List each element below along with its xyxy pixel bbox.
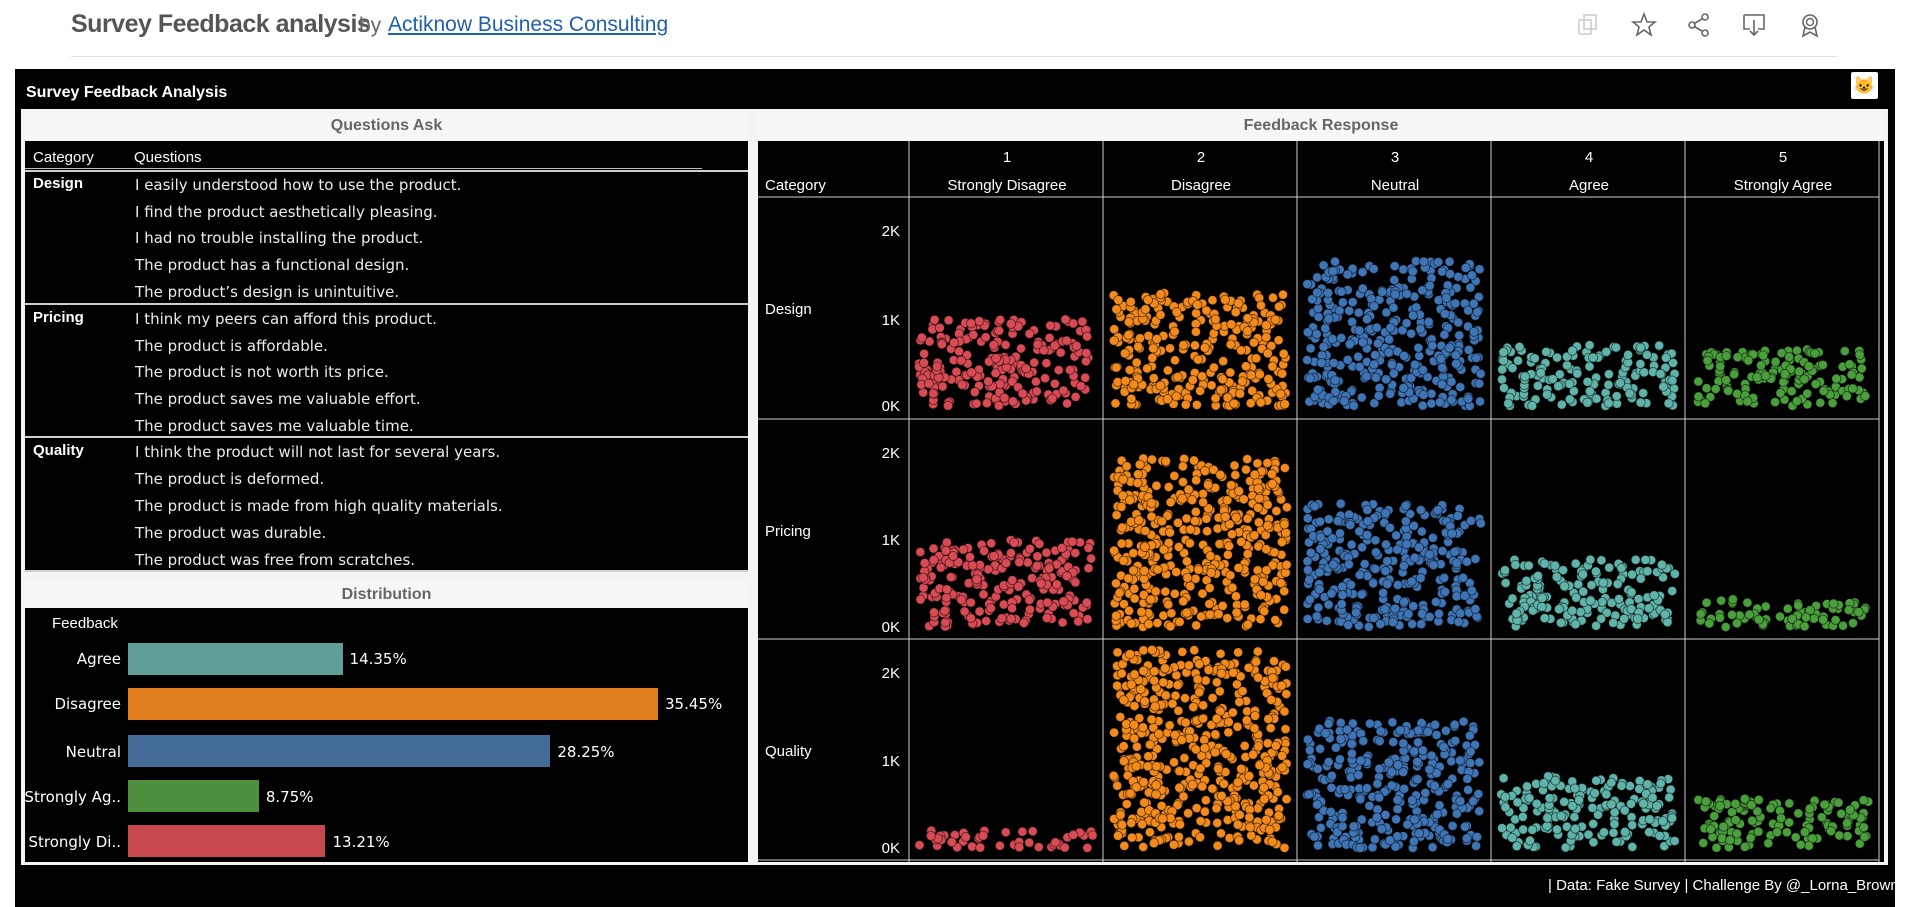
group-separator [25,436,748,438]
y-tick: 1K [881,312,900,329]
question-item: The product saves me valuable effort. [135,390,421,408]
group-separator [25,570,748,572]
question-item: I had no trouble installing the product. [135,229,424,247]
distribution-panel-title: Distribution [25,582,748,608]
share-icon[interactable] [1686,12,1712,38]
feedback-row-header: Category [765,177,826,194]
question-item: I think my peers can afford this product… [135,310,437,328]
y-tick: 0K [881,840,900,857]
bar-agree [128,643,343,675]
group-separator [25,303,748,305]
questions-table [25,141,748,572]
col-number-2: 2 [1196,149,1206,166]
col-number-3: 3 [1390,149,1400,166]
badge-icon[interactable] [1797,12,1823,38]
col-number-1: 1 [1002,149,1012,166]
col-label-strongly-disagree: Strongly Disagree [947,177,1067,194]
row-label-pricing: Pricing [765,523,811,540]
bar-label-neutral: Neutral [65,743,121,761]
dot-cloud-pricing-disagree [1109,453,1292,632]
dot-cloud-quality-disagree [1108,644,1292,853]
bar-disagree [128,688,658,720]
header-divider [71,56,1837,57]
y-tick: 2K [881,223,900,240]
bar-value-neutral: 28.25% [557,743,615,761]
col-label-neutral: Neutral [1370,177,1420,194]
col-number-5: 5 [1778,149,1788,166]
questions-col-category: Category [33,149,94,166]
question-item: The product was durable. [135,524,327,542]
y-tick: 2K [881,665,900,682]
top-bar: Survey Feedback analysis by Actiknow Bus… [0,0,1906,58]
author-link[interactable]: Actiknow Business Consulting [388,13,669,36]
y-tick: 0K [881,398,900,415]
question-item: The product has a functional design. [135,256,410,274]
row-label-design: Design [765,301,812,318]
row-label-quality: Quality [765,743,812,760]
questions-panel-title: Questions Ask [25,113,748,139]
questions-header-line [25,168,702,169]
group-separator [25,170,748,172]
bar-value-disagree: 35.45% [665,695,723,713]
bar-label-agree: Agree [76,650,121,668]
dot-cloud-pricing-agree [1497,554,1680,632]
bar-value-strongly-agree: 8.75% [265,788,314,806]
y-tick: 2K [881,445,900,462]
y-tick: 1K [881,753,900,770]
dot-cloud-quality-agree [1496,771,1680,853]
col-number-4: 4 [1584,149,1594,166]
y-tick: 0K [881,619,900,636]
question-item: The product is affordable. [135,337,328,355]
question-item: I easily understood how to use the produ… [135,176,462,194]
emoji-icon: 😺 [1851,72,1878,99]
dot-cloud-design-disagree [1108,288,1291,411]
dot-cloud-design-strongly-disagree [913,314,1094,411]
dot-cloud-pricing-neutral [1302,498,1486,632]
dot-cloud-design-strongly-agree [1693,344,1871,411]
col-label-disagree: Disagree [1170,177,1232,194]
copy-icon[interactable] [1575,12,1601,38]
category-label-pricing: Pricing [33,309,84,326]
feedback-grid [758,141,1880,862]
question-item: The product’s design is unintuitive. [135,283,400,301]
bar-neutral [128,735,551,767]
bar-strongly-agree [128,780,259,812]
question-item: The product saves me valuable time. [135,417,414,435]
dot-cloud-design-neutral [1302,256,1486,412]
bar-label-strongly-disagree: Strongly Di.. [28,833,121,851]
question-item: The product was free from scratches. [135,551,416,569]
star-icon[interactable] [1630,11,1658,38]
dot-cloud-design-agree [1496,340,1680,411]
feedback-dot-clouds [913,256,1874,854]
bar-value-agree: 14.35% [349,650,407,668]
question-item: The product is not worth its price. [135,363,389,381]
questions-col-questions: Questions [134,149,202,166]
dot-cloud-pricing-strongly-agree [1695,594,1871,633]
dot-cloud-quality-strongly-agree [1693,793,1874,853]
y-tick: 1K [881,532,900,549]
question-item: The product is made from high quality ma… [135,497,503,515]
bar-value-strongly-disagree: 13.21% [332,833,390,851]
question-item: I think the product will not last for se… [135,443,501,461]
dot-cloud-quality-strongly-disagree [914,825,1098,853]
col-label-agree: Agree [1568,177,1610,194]
distribution-axis-label: Feedback [52,615,118,632]
by-label: by [359,14,382,37]
dot-cloud-pricing-strongly-disagree [915,535,1097,632]
page-title: Survey Feedback analysis [71,10,371,38]
question-item: I find the product aesthetically pleasin… [135,203,438,221]
bar-strongly-disagree [128,825,326,857]
col-label-strongly-agree: Strongly Agree [1733,177,1833,194]
download-icon[interactable] [1741,12,1767,38]
bar-label-strongly-agree: Strongly Ag.. [24,788,121,806]
bar-label-disagree: Disagree [54,695,121,713]
footer-credits: | Data: Fake Survey | Challenge By @_Lor… [1548,877,1899,894]
dashboard-title: Survey Feedback Analysis [26,84,228,101]
question-item: The product is deformed. [135,470,325,488]
dot-cloud-quality-neutral [1302,715,1485,854]
feedback-panel-title: Feedback Response [758,113,1884,139]
category-label-quality: Quality [33,442,84,459]
category-label-design: Design [33,175,84,192]
